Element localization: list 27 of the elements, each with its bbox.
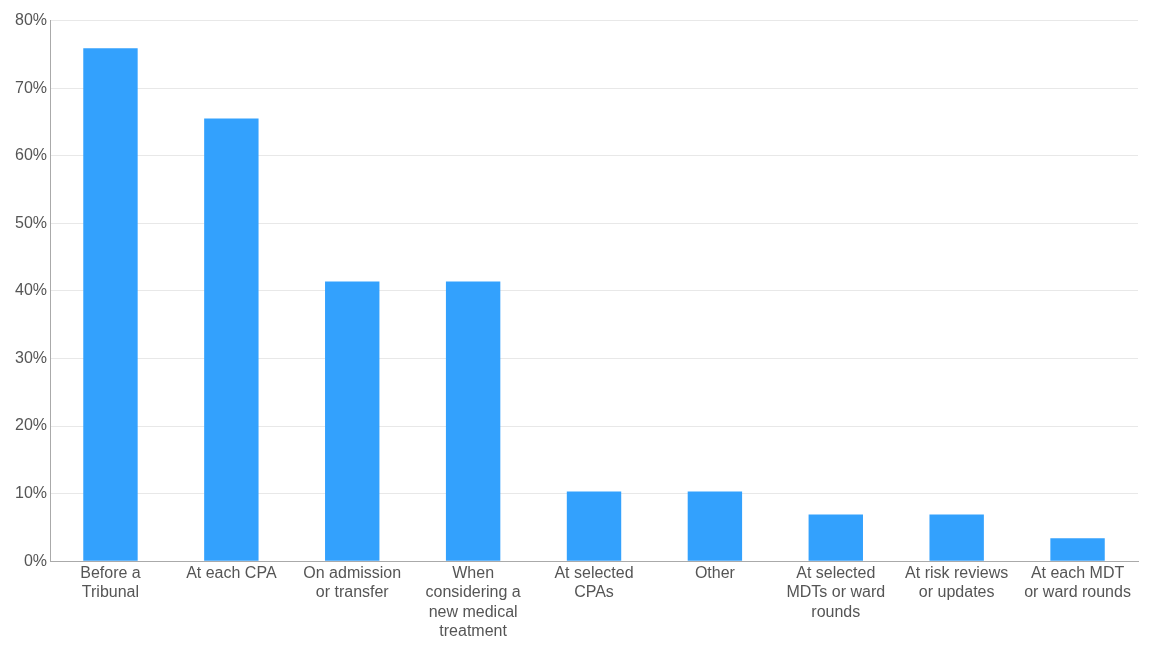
- bar: [808, 514, 863, 561]
- y-tick-label: 50%: [14, 213, 48, 231]
- x-tick-label: At selected MDTs or ward rounds: [786, 564, 886, 620]
- bar: [204, 118, 259, 561]
- y-tick-label: 30%: [14, 348, 48, 366]
- y-tick-label: 0%: [23, 551, 48, 569]
- bar: [566, 491, 622, 561]
- x-tick-label: Other: [694, 564, 736, 582]
- y-tick-label: 70%: [14, 78, 48, 96]
- bar: [687, 491, 743, 561]
- bar: [325, 281, 380, 561]
- x-tick-label: At risk reviews or updates: [905, 564, 1009, 601]
- x-tick-label: At each MDT or ward rounds: [1024, 564, 1131, 601]
- y-tick-label: 40%: [14, 281, 48, 299]
- x-tick-label: At selected CPAs: [554, 564, 634, 601]
- y-tick-label: 80%: [14, 11, 48, 29]
- x-tick-label: When considering a new medical treatment: [425, 564, 521, 639]
- y-tick-label: 20%: [14, 416, 48, 434]
- bar: [445, 281, 501, 561]
- y-tick-label: 10%: [14, 484, 48, 502]
- bar: [83, 48, 138, 561]
- y-tick-label: 60%: [14, 146, 48, 164]
- bar: [1050, 538, 1105, 561]
- x-tick-label: At each CPA: [186, 564, 277, 582]
- x-tick-label: Before a Tribunal: [80, 564, 141, 601]
- bar: [929, 514, 984, 561]
- x-tick-label: On admission or transfer: [303, 564, 402, 601]
